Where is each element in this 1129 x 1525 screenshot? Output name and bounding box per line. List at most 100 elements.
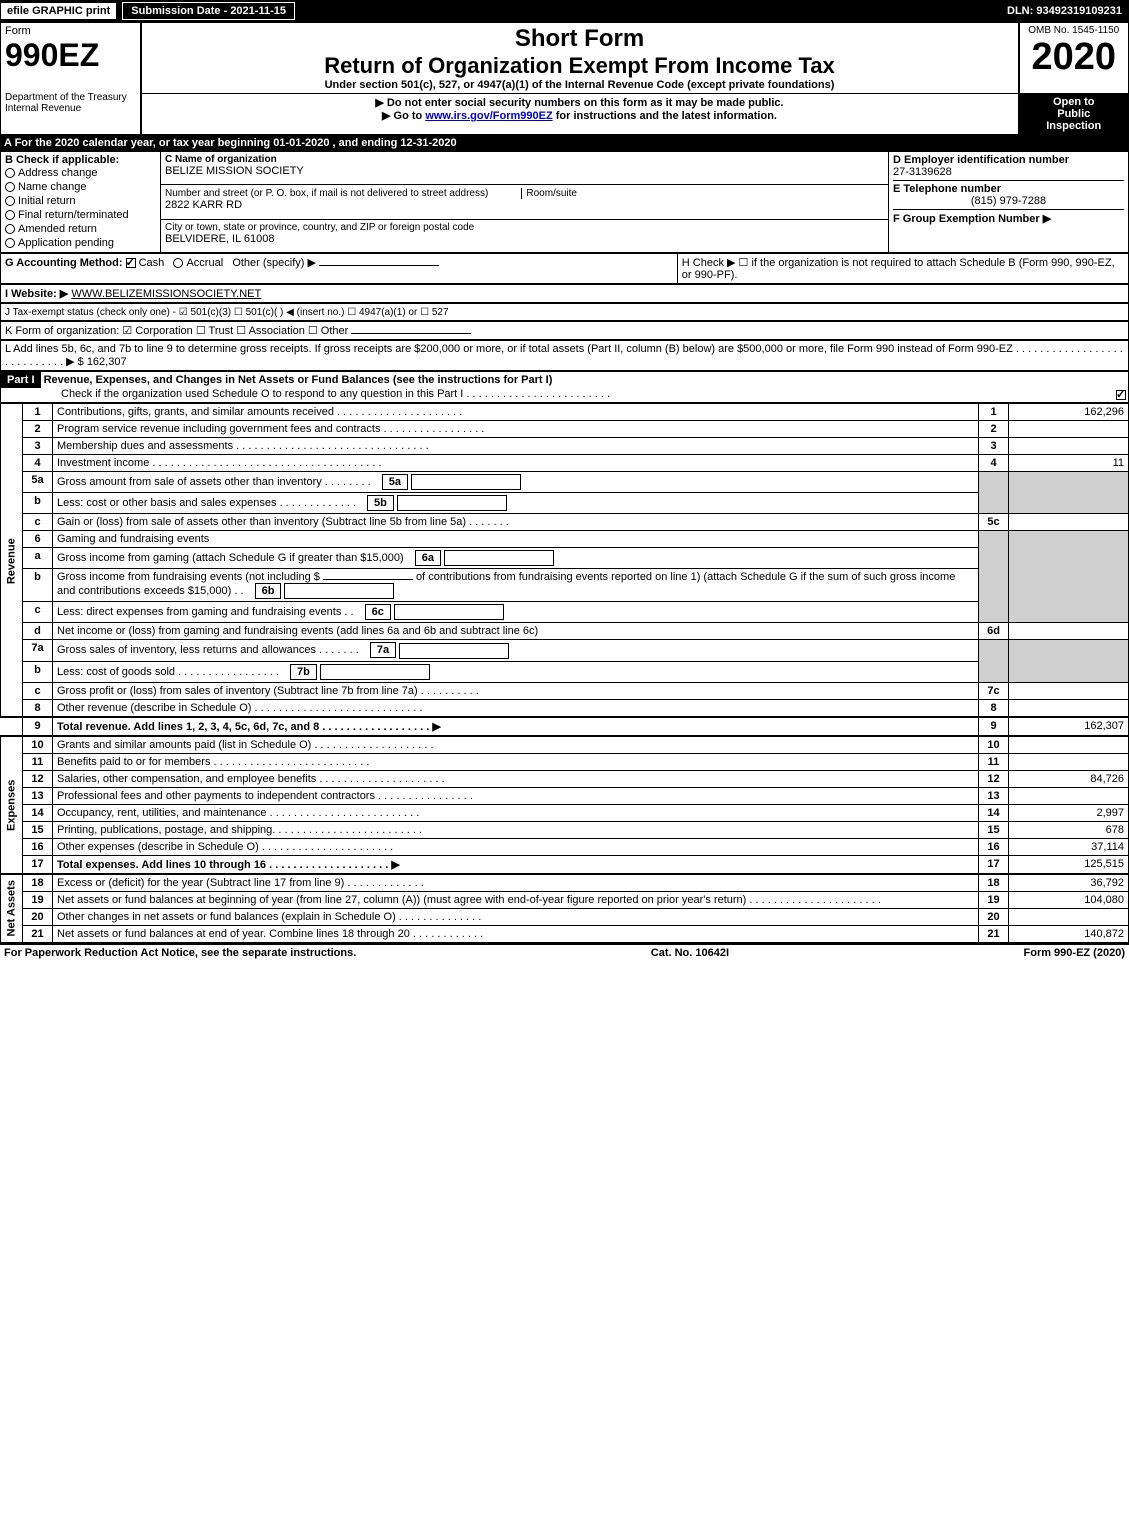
line-13-amount xyxy=(1009,787,1129,804)
line-16-num: 16 xyxy=(23,838,53,855)
line-13-code: 13 xyxy=(979,787,1009,804)
goto-prefix: ▶ Go to xyxy=(382,110,425,122)
return-title: Return of Organization Exempt From Incom… xyxy=(146,53,1014,79)
line-3-num: 3 xyxy=(23,438,53,455)
line-3-text: Membership dues and assessments . . . . … xyxy=(53,438,979,455)
line-7c-amount xyxy=(1009,682,1129,699)
line-20-num: 20 xyxy=(23,908,53,925)
cb-address-change-label: Address change xyxy=(18,167,98,179)
line-14-num: 14 xyxy=(23,804,53,821)
line-6-num: 6 xyxy=(23,531,53,548)
expenses-side-label: Expenses xyxy=(1,736,23,874)
line-7b-label: Less: cost of goods sold . . . . . . . .… xyxy=(57,666,279,678)
line-6d-code: 6d xyxy=(979,623,1009,640)
irs-label: Internal Revenue xyxy=(5,103,136,114)
section-h-text: H Check ▶ ☐ if the organization is not r… xyxy=(682,257,1115,281)
line-11-amount xyxy=(1009,753,1129,770)
line-8-num: 8 xyxy=(23,699,53,717)
line-5b-box: 5b xyxy=(367,495,394,511)
line-6a-label: Gross income from gaming (attach Schedul… xyxy=(57,552,404,564)
part-i-label: Part I xyxy=(1,372,41,388)
cb-initial-return[interactable]: Initial return xyxy=(5,194,156,208)
section-h-cell: H Check ▶ ☐ if the organization is not r… xyxy=(677,254,1128,284)
section-def-cell: D Employer identification number 27-3139… xyxy=(889,152,1129,253)
line-16-code: 16 xyxy=(979,838,1009,855)
line-14-text: Occupancy, rent, utilities, and maintena… xyxy=(53,804,979,821)
line-6c-label: Less: direct expenses from gaming and fu… xyxy=(57,606,354,618)
cb-final-return[interactable]: Final return/terminated xyxy=(5,208,156,222)
cb-app-pending[interactable]: Application pending xyxy=(5,236,156,250)
line-9-text: Total revenue. Add lines 1, 2, 3, 4, 5c,… xyxy=(53,717,979,736)
section-k-cell: K Form of organization: ☑ Corporation ☐ … xyxy=(1,322,1129,340)
line-3-amount xyxy=(1009,438,1129,455)
open-to-public-box: Open to Public Inspection xyxy=(1019,94,1129,135)
line-6b-num: b xyxy=(23,569,53,602)
line-7ab-code-shade xyxy=(979,640,1009,682)
line-6abc-code-shade xyxy=(979,531,1009,623)
line-7a-num: 7a xyxy=(23,640,53,661)
line-7a-box: 7a xyxy=(370,642,396,658)
section-b-box: B Check if applicable: Address change Na… xyxy=(1,152,161,253)
cb-name-change[interactable]: Name change xyxy=(5,180,156,194)
line-19-code: 19 xyxy=(979,891,1009,908)
line-7c-text: Gross profit or (loss) from sales of inv… xyxy=(53,682,979,699)
line-6c-box-amount[interactable] xyxy=(394,604,504,620)
line-15-num: 15 xyxy=(23,821,53,838)
section-l-text: L Add lines 5b, 6c, and 7b to line 9 to … xyxy=(5,343,1123,368)
line-7a-box-amount[interactable] xyxy=(399,643,509,659)
line-20-amount xyxy=(1009,908,1129,925)
line-7b-box-amount[interactable] xyxy=(320,664,430,680)
line-9-amount: 162,307 xyxy=(1009,717,1129,736)
section-i-cell: I Website: ▶ WWW.BELIZEMISSIONSOCIETY.NE… xyxy=(1,285,1129,303)
cb-accrual[interactable] xyxy=(173,258,183,268)
submission-date-label: Submission Date - 2021-11-15 xyxy=(122,2,295,20)
efile-print-label[interactable]: efile GRAPHIC print xyxy=(1,3,118,19)
line-5b-box-amount[interactable] xyxy=(397,495,507,511)
form-number: 990EZ xyxy=(5,37,136,74)
line-10-text: Grants and similar amounts paid (list in… xyxy=(53,736,979,754)
gh-row: G Accounting Method: Cash Accrual Other … xyxy=(0,253,1129,284)
top-bar: efile GRAPHIC print Submission Date - 20… xyxy=(0,0,1129,22)
line-4-code: 4 xyxy=(979,455,1009,472)
line-5c-num: c xyxy=(23,514,53,531)
dln-label: DLN: 93492319109231 xyxy=(1001,3,1128,19)
line-6b-box-amount[interactable] xyxy=(284,583,394,599)
line-11-code: 11 xyxy=(979,753,1009,770)
line-6a-text: Gross income from gaming (attach Schedul… xyxy=(53,548,979,569)
other-label: Other (specify) ▶ xyxy=(232,257,316,269)
section-i-label: I Website: ▶ xyxy=(5,288,68,300)
line-6b-label-1: Gross income from fundraising events (no… xyxy=(57,571,320,583)
part-i-title: Revenue, Expenses, and Changes in Net As… xyxy=(44,374,553,386)
cb-amended-return-label: Amended return xyxy=(18,223,97,235)
pra-notice: For Paperwork Reduction Act Notice, see … xyxy=(4,947,356,959)
line-9-num: 9 xyxy=(23,717,53,736)
section-l-cell: L Add lines 5b, 6c, and 7b to line 9 to … xyxy=(1,341,1129,371)
line-15-text: Printing, publications, postage, and shi… xyxy=(53,821,979,838)
irs-link[interactable]: www.irs.gov/Form990EZ xyxy=(425,110,552,122)
line-7a-label: Gross sales of inventory, less returns a… xyxy=(57,644,359,656)
ein-value: 27-3139628 xyxy=(893,166,1124,178)
section-d-label: D Employer identification number xyxy=(893,154,1124,166)
cb-amended-return[interactable]: Amended return xyxy=(5,222,156,236)
line-6d-text: Net income or (loss) from gaming and fun… xyxy=(53,623,979,640)
line-18-amount: 36,792 xyxy=(1009,874,1129,892)
cb-address-change[interactable]: Address change xyxy=(5,166,156,180)
line-18-text: Excess or (deficit) for the year (Subtra… xyxy=(53,874,979,892)
section-c-street-cell: Number and street (or P. O. box, if mail… xyxy=(161,185,889,219)
line-14-code: 14 xyxy=(979,804,1009,821)
no-ssn-text: ▶ Do not enter social security numbers o… xyxy=(146,96,1014,109)
line-5b-num: b xyxy=(23,493,53,514)
part-i-check-note: Check if the organization used Schedule … xyxy=(1,388,610,400)
line-8-amount xyxy=(1009,699,1129,717)
line-5a-box-amount[interactable] xyxy=(411,474,521,490)
line-1-code: 1 xyxy=(979,404,1009,421)
website-value[interactable]: WWW.BELIZEMISSIONSOCIETY.NET xyxy=(71,288,261,300)
line-5c-amount xyxy=(1009,514,1129,531)
line-6-text: Gaming and fundraising events xyxy=(53,531,979,548)
cb-cash[interactable] xyxy=(126,258,136,268)
line-6a-box-amount[interactable] xyxy=(444,550,554,566)
dept-label: Department of the Treasury xyxy=(5,92,136,103)
section-c-name-cell: C Name of organization BELIZE MISSION SO… xyxy=(161,152,889,185)
part-i-schedule-o-checkbox[interactable] xyxy=(1116,390,1126,400)
line-2-text: Program service revenue including govern… xyxy=(53,421,979,438)
